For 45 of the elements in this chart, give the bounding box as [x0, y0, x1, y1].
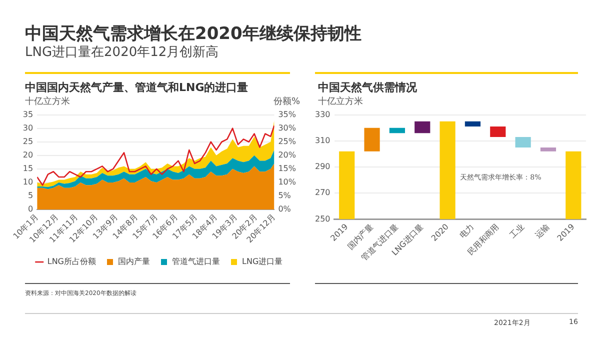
y2-tick-label: 15% [278, 164, 296, 173]
y-tick-label: 250 [314, 214, 330, 224]
bar [364, 128, 380, 152]
y-tick-label: 20 [22, 150, 34, 160]
y-tick-label: 330 [314, 110, 330, 119]
y2-tick-label: 25% [278, 136, 296, 146]
text: LNG进口量在2020年12月创新高 [25, 44, 219, 61]
y2-tick-label: 20% [278, 150, 296, 160]
y2-tick-label: 35% [278, 110, 296, 119]
y-tick-label: 10 [22, 178, 34, 187]
y-tick-label: 25 [22, 136, 34, 146]
y-tick-label: 310 [314, 136, 330, 145]
bar [566, 151, 582, 220]
bar [339, 151, 355, 220]
y-tick-label: 35 [22, 110, 34, 119]
legend-label: 国内产量 [118, 257, 150, 266]
y-axis-title: 十亿立方米 [318, 96, 363, 108]
legend-label: LNG进口量 [242, 257, 283, 266]
x-tick-label: 电力 [458, 222, 476, 240]
y-tick-label: 5 [28, 191, 34, 200]
x-tick-label: 工业 [508, 222, 526, 240]
chart-title: 中国国内天然气产量、管道气和LNG的进口量 [25, 80, 248, 95]
y2-tick-label: 30% [278, 123, 296, 132]
bar [515, 137, 531, 148]
bar [389, 128, 406, 134]
y2-axis-title: 份额% [273, 96, 300, 108]
legend-label: 管道气进口量 [172, 257, 220, 266]
y2-tick-label: 5% [278, 191, 292, 200]
legend-label: LNG所占份额 [47, 257, 96, 266]
text: 中国天然气需求增长在2020年继续保持韧性 [25, 23, 362, 45]
y-tick-label: 290 [314, 162, 330, 172]
bar [464, 121, 481, 127]
chart-title: 中国天然气供需情况 [318, 80, 417, 95]
y-tick-label: 15 [22, 164, 34, 173]
bar [440, 121, 456, 220]
y-axis-title: 十亿立方米 [25, 96, 70, 108]
y2-tick-label: 0% [278, 204, 292, 214]
bar [540, 147, 556, 152]
y-tick-label: 270 [314, 188, 330, 198]
y2-tick-label: 10% [278, 178, 296, 187]
y-tick-label: 0 [28, 204, 34, 214]
bar [490, 126, 506, 137]
y-tick-label: 30 [22, 123, 34, 132]
x-tick-label: 运输 [533, 222, 552, 240]
bar [414, 121, 430, 134]
